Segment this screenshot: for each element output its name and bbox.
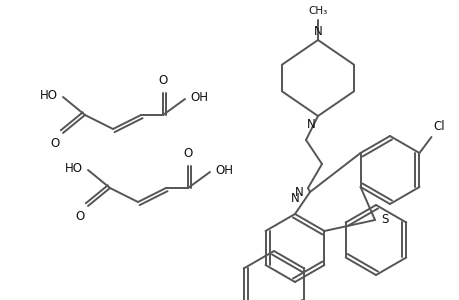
Text: CH₃: CH₃ [308,6,327,16]
Text: O: O [158,74,167,87]
Text: Cl: Cl [432,120,444,133]
Text: HO: HO [65,161,83,175]
Text: OH: OH [190,91,207,103]
Text: O: O [183,147,192,160]
Text: N: N [307,118,315,131]
Text: N: N [291,191,299,205]
Text: N: N [295,185,303,199]
Text: O: O [76,210,85,223]
Text: HO: HO [40,88,58,101]
Text: O: O [50,137,60,150]
Text: N: N [313,25,322,38]
Text: OH: OH [214,164,233,176]
Text: S: S [380,214,387,226]
